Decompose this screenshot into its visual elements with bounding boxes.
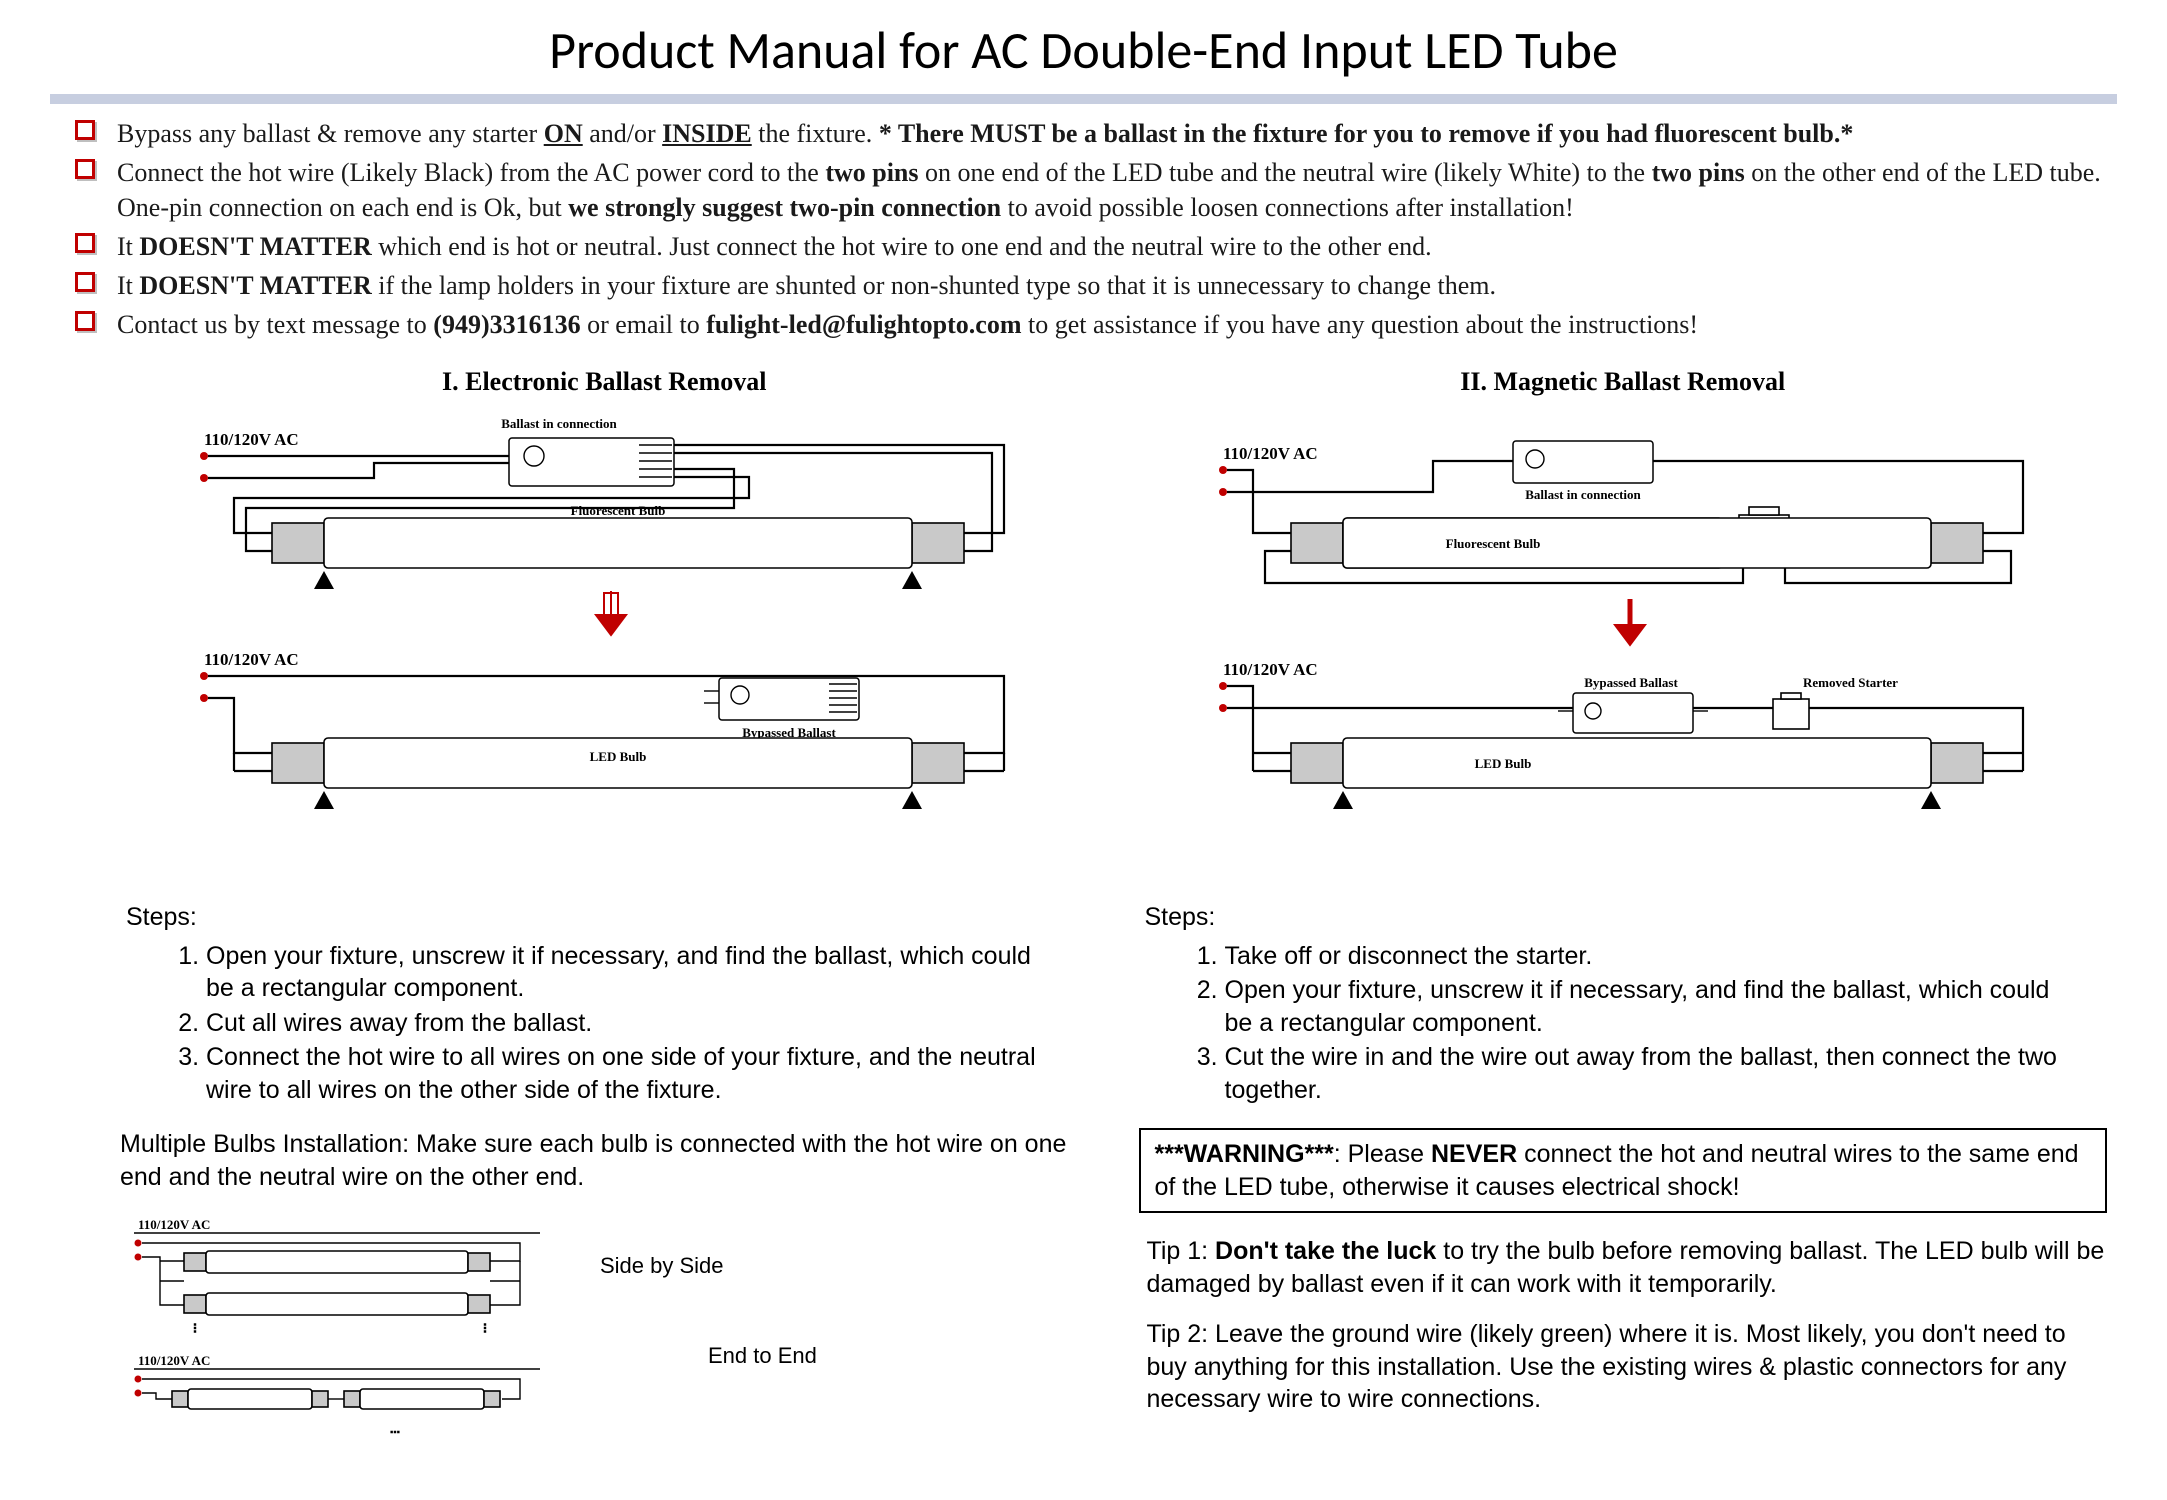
list-item: Connect the hot wire (Likely Black) from…: [75, 155, 2107, 225]
ac-label: 110/120V AC: [1223, 444, 1318, 463]
svg-text:⋮: ⋮: [190, 1323, 200, 1334]
ballast-label: Ballast in connection: [501, 416, 617, 431]
section-title: II. Magnetic Ballast Removal: [1139, 367, 2108, 397]
ac-label: 110/120V AC: [138, 1353, 210, 1368]
steps-list: Open your fixture, unscrew it if necessa…: [120, 940, 1089, 1107]
svg-text:⋯: ⋯: [390, 1427, 400, 1438]
checkbox-icon: [75, 233, 95, 253]
bulb-label: Fluorescent Bulb: [1445, 536, 1540, 551]
section-title: I. Electronic Ballast Removal: [120, 367, 1089, 397]
list-item: Bypass any ballast & remove any starter …: [75, 116, 2107, 151]
list-item-text: Bypass any ballast & remove any starter …: [117, 119, 1853, 148]
page-title: Product Manual for AC Double-End Input L…: [50, 18, 2117, 82]
checkbox-icon: [75, 311, 95, 331]
list-item-text: Connect the hot wire (Likely Black) from…: [117, 158, 2101, 222]
ballast-label: Bypassed Ballast: [1584, 675, 1678, 690]
terminal-icon: [200, 452, 208, 460]
multi-bulb-note: Multiple Bulbs Installation: Make sure e…: [120, 1128, 1089, 1193]
ac-label: 110/120V AC: [204, 430, 299, 449]
bulb-label: Fluorescent Bulb: [571, 503, 666, 518]
header-rule: [50, 94, 2117, 104]
list-item: It DOESN'T MATTER which end is hot or ne…: [75, 229, 2107, 264]
list-item-text: It DOESN'T MATTER if the lamp holders in…: [117, 271, 1496, 300]
list-item-text: It DOESN'T MATTER which end is hot or ne…: [117, 232, 1432, 261]
ac-label: 110/120V AC: [204, 650, 299, 669]
checkbox-icon: [75, 159, 95, 179]
list-item: Take off or disconnect the starter.: [1225, 940, 2108, 973]
section-magnetic-ballast: II. Magnetic Ballast Removal 110/120V AC…: [1139, 367, 2108, 1449]
checkbox-icon: [75, 120, 95, 140]
diagram-electronic-ballast: 110/120V AC Ballast in connection Fluore…: [164, 403, 1044, 893]
config-label: Side by Side: [600, 1253, 724, 1278]
warning-text: ***WARNING***: Please NEVER connect the …: [1155, 1140, 2079, 1201]
instruction-list: Bypass any ballast & remove any starter …: [50, 116, 2117, 343]
svg-text:⋮: ⋮: [480, 1323, 490, 1334]
list-item: Cut all wires away from the ballast.: [206, 1007, 1089, 1040]
diagram-multi-bulb: 110/120V AC ⋮ ⋮ Side by Side 110/120V AC…: [120, 1213, 900, 1443]
steps-list: Take off or disconnect the starter. Open…: [1139, 940, 2108, 1107]
terminal-icon: [200, 694, 208, 702]
ballast-label: Ballast in connection: [1525, 487, 1641, 502]
terminal-icon: [200, 672, 208, 680]
section-electronic-ballast: I. Electronic Ballast Removal 110/120V A…: [120, 367, 1089, 1449]
bulb-label: LED Bulb: [1474, 756, 1531, 771]
bulb-label: LED Bulb: [590, 749, 647, 764]
list-item-text: Contact us by text message to (949)33161…: [117, 310, 1698, 339]
list-item: Cut the wire in and the wire out away fr…: [1225, 1041, 2108, 1106]
ac-label: 110/120V AC: [138, 1217, 210, 1232]
list-item: Connect the hot wire to all wires on one…: [206, 1041, 1089, 1106]
starter-label: Removed Starter: [1803, 675, 1898, 690]
list-item: Contact us by text message to (949)33161…: [75, 307, 2107, 342]
tip-text: Tip 2: Leave the ground wire (likely gre…: [1139, 1318, 2108, 1416]
list-item: It DOESN'T MATTER if the lamp holders in…: [75, 268, 2107, 303]
diagram-magnetic-ballast: 110/120V AC Ballast in connection Starte…: [1183, 403, 2063, 893]
list-item: Open your fixture, unscrew it if necessa…: [1225, 974, 2108, 1039]
ac-label: 110/120V AC: [1223, 660, 1318, 679]
tip-text: Tip 1: Don't take the luck to try the bu…: [1139, 1235, 2108, 1300]
steps-heading: Steps:: [1145, 903, 2108, 932]
config-label: End to End: [708, 1343, 817, 1368]
checkbox-icon: [75, 272, 95, 292]
terminal-icon: [200, 474, 208, 482]
list-item: Open your fixture, unscrew it if necessa…: [206, 940, 1089, 1005]
warning-box: ***WARNING***: Please NEVER connect the …: [1139, 1128, 2108, 1213]
steps-heading: Steps:: [126, 903, 1089, 932]
